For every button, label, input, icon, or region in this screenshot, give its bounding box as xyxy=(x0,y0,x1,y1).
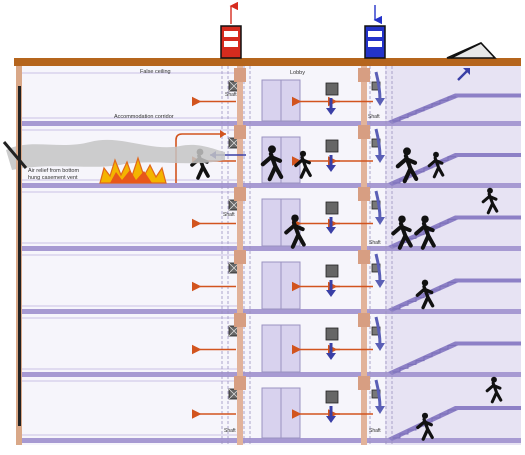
shaft-air-arrow xyxy=(374,379,382,409)
column-capital xyxy=(358,125,370,139)
shaft-air-arrow-head xyxy=(375,98,385,106)
supply-fan-icon xyxy=(364,5,386,59)
column-capital xyxy=(234,313,246,327)
elevator-door-icon xyxy=(261,261,301,310)
shaft-air-arrow-head xyxy=(375,280,385,288)
shaft-air-arrow-head xyxy=(375,217,385,225)
shaft-air-arrow xyxy=(374,190,382,220)
stair-steps xyxy=(392,96,456,122)
stair-flight xyxy=(388,406,521,441)
column-capital xyxy=(358,376,370,390)
stair-flight xyxy=(388,153,521,186)
column-capital xyxy=(358,187,370,201)
stair-steps xyxy=(392,344,456,373)
air-relief-label-1: Air relief from bottom xyxy=(28,168,79,174)
corridor-label: Accommodation corridor xyxy=(114,114,174,120)
column-capital xyxy=(234,376,246,390)
exhaust-fan-icon xyxy=(220,1,242,59)
shaft-label-6: Shaft xyxy=(369,428,381,434)
roof-vent-icon xyxy=(446,42,497,81)
shaft-label-4: Shaft xyxy=(368,114,380,120)
elevator-door-icon xyxy=(261,324,301,373)
stairwell-background xyxy=(385,64,521,445)
extract-duct-arrow xyxy=(175,133,226,183)
floor-slab xyxy=(16,309,521,314)
damper-icon xyxy=(325,390,339,404)
stair-flight xyxy=(388,278,521,312)
column-capital xyxy=(234,68,246,82)
column-capital xyxy=(358,313,370,327)
stair-flight xyxy=(388,341,521,375)
damper-icon xyxy=(325,264,339,278)
elevator-door-icon xyxy=(261,387,301,439)
ceiling-label: False ceiling xyxy=(140,69,171,75)
shaft-air-arrow xyxy=(374,71,382,101)
pressurisation-arrow-head xyxy=(326,290,336,297)
extract-duct-arrow-head xyxy=(220,130,226,138)
damper-box xyxy=(325,201,339,215)
fire-icon xyxy=(99,156,167,184)
floor-slab xyxy=(16,183,521,188)
column-capital xyxy=(234,250,246,264)
damper-box xyxy=(325,264,339,278)
damper-box xyxy=(325,82,339,96)
shaft-air-arrow xyxy=(374,128,382,158)
floor-slab xyxy=(16,438,521,443)
column-capital xyxy=(358,68,370,82)
shaft-air-arrow xyxy=(374,316,382,346)
floor-slab xyxy=(16,121,521,126)
lobby-label: Lobby xyxy=(290,70,305,76)
damper-icon xyxy=(325,82,339,96)
shaft-air-arrow xyxy=(374,253,382,283)
column-capital xyxy=(358,250,370,264)
casement-vent xyxy=(2,141,28,169)
shaft-air-arrow-head xyxy=(375,155,385,163)
stair-steps xyxy=(392,281,456,310)
damper-box xyxy=(325,390,339,404)
pressurisation-arrow-head xyxy=(326,165,336,172)
damper-box xyxy=(325,139,339,153)
shaft-label-2: Shaft xyxy=(223,212,235,218)
column-capital xyxy=(234,187,246,201)
pressurisation-arrow-head xyxy=(326,108,336,115)
shaft-label-3: Shaft xyxy=(224,428,236,434)
pressurisation-arrow-head xyxy=(326,227,336,234)
damper-icon xyxy=(325,201,339,215)
pressurisation-arrow-head xyxy=(326,416,336,423)
damper-icon xyxy=(325,139,339,153)
damper-box xyxy=(325,327,339,341)
roof-slab xyxy=(14,58,521,66)
floor-slab xyxy=(16,372,521,377)
column-capital xyxy=(234,125,246,139)
floor-slab xyxy=(16,246,521,251)
pressurisation-arrow-head xyxy=(326,353,336,360)
air-relief-label-2: hung casement vent xyxy=(28,175,78,181)
left-window-strip xyxy=(18,86,21,426)
stair-flight xyxy=(388,215,521,249)
elevator-door-icon xyxy=(261,79,301,122)
shaft-label-5: Shaft xyxy=(369,240,381,246)
shaft-air-arrow-head xyxy=(375,343,385,351)
stair-flight xyxy=(388,93,521,124)
shaft-label-1: Shaft xyxy=(225,92,237,98)
smoke-cloud xyxy=(6,139,225,170)
shaft-air-arrow-head xyxy=(375,406,385,414)
damper-icon xyxy=(325,327,339,341)
